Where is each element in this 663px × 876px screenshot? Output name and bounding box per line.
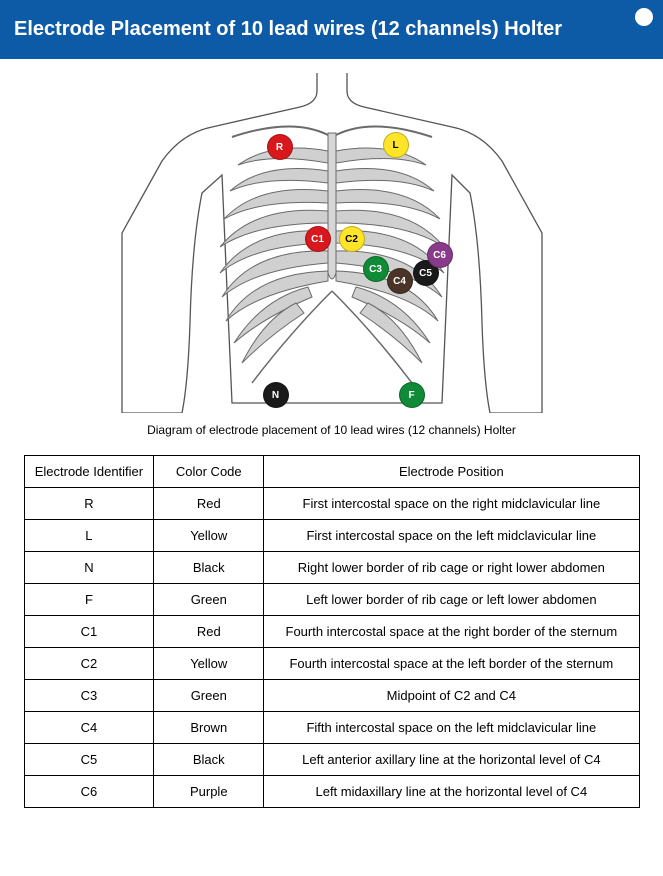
table-cell: Right lower border of rib cage or right … — [264, 552, 639, 584]
table-cell: C1 — [24, 616, 154, 648]
table-cell: Green — [154, 680, 264, 712]
table-cell: Yellow — [154, 648, 264, 680]
table-row: LYellowFirst intercostal space on the le… — [24, 520, 639, 552]
table-header-row: Electrode Identifier Color Code Electrod… — [24, 456, 639, 488]
electrode-l: L — [383, 132, 409, 158]
torso-outline — [92, 73, 572, 413]
table-cell: Red — [154, 488, 264, 520]
table-cell: R — [24, 488, 154, 520]
electrode-c2: C2 — [339, 226, 365, 252]
table-cell: First intercostal space on the left midc… — [264, 520, 639, 552]
electrode-diagram: RLC1C2C3C4C5C6NF — [92, 73, 572, 413]
table-cell: Green — [154, 584, 264, 616]
electrode-c3: C3 — [363, 256, 389, 282]
diagram-section: RLC1C2C3C4C5C6NF Diagram of electrode pl… — [0, 59, 663, 455]
table-cell: Left midaxillary line at the horizontal … — [264, 776, 639, 808]
table-cell: N — [24, 552, 154, 584]
table-cell: L — [24, 520, 154, 552]
table-cell: C3 — [24, 680, 154, 712]
table-cell: Fifth intercostal space on the left midc… — [264, 712, 639, 744]
electrode-f: F — [399, 382, 425, 408]
electrode-r: R — [267, 134, 293, 160]
electrode-c4: C4 — [387, 268, 413, 294]
col-header-pos: Electrode Position — [264, 456, 639, 488]
table-cell: Fourth intercostal space at the left bor… — [264, 648, 639, 680]
table-cell: Yellow — [154, 520, 264, 552]
table-cell: C6 — [24, 776, 154, 808]
table-cell: Red — [154, 616, 264, 648]
table-row: C5BlackLeft anterior axillary line at th… — [24, 744, 639, 776]
table-cell: Left anterior axillary line at the horiz… — [264, 744, 639, 776]
table-cell: Brown — [154, 712, 264, 744]
table-cell: Black — [154, 744, 264, 776]
table-row: C6PurpleLeft midaxillary line at the hor… — [24, 776, 639, 808]
table-row: C1RedFourth intercostal space at the rig… — [24, 616, 639, 648]
table-cell: Left lower border of rib cage or left lo… — [264, 584, 639, 616]
table-row: C4BrownFifth intercostal space on the le… — [24, 712, 639, 744]
page-header: Electrode Placement of 10 lead wires (12… — [0, 0, 663, 59]
table-cell: First intercostal space on the right mid… — [264, 488, 639, 520]
table-cell: C2 — [24, 648, 154, 680]
table-row: C2YellowFourth intercostal space at the … — [24, 648, 639, 680]
page-title: Electrode Placement of 10 lead wires (12… — [14, 18, 562, 40]
table-row: NBlackRight lower border of rib cage or … — [24, 552, 639, 584]
table-row: RRedFirst intercostal space on the right… — [24, 488, 639, 520]
table-cell: C5 — [24, 744, 154, 776]
table-row: C3GreenMidpoint of C2 and C4 — [24, 680, 639, 712]
col-header-color: Color Code — [154, 456, 264, 488]
table-row: FGreenLeft lower border of rib cage or l… — [24, 584, 639, 616]
electrode-table: Electrode Identifier Color Code Electrod… — [24, 455, 640, 808]
table-cell: Midpoint of C2 and C4 — [264, 680, 639, 712]
table-cell: C4 — [24, 712, 154, 744]
electrode-c1: C1 — [305, 226, 331, 252]
table-cell: Fourth intercostal space at the right bo… — [264, 616, 639, 648]
table-cell: F — [24, 584, 154, 616]
table-cell: Purple — [154, 776, 264, 808]
electrode-c6: C6 — [427, 242, 453, 268]
diagram-caption: Diagram of electrode placement of 10 lea… — [0, 423, 663, 437]
electrode-n: N — [263, 382, 289, 408]
table-cell: Black — [154, 552, 264, 584]
header-dot-icon — [635, 8, 653, 26]
col-header-id: Electrode Identifier — [24, 456, 154, 488]
